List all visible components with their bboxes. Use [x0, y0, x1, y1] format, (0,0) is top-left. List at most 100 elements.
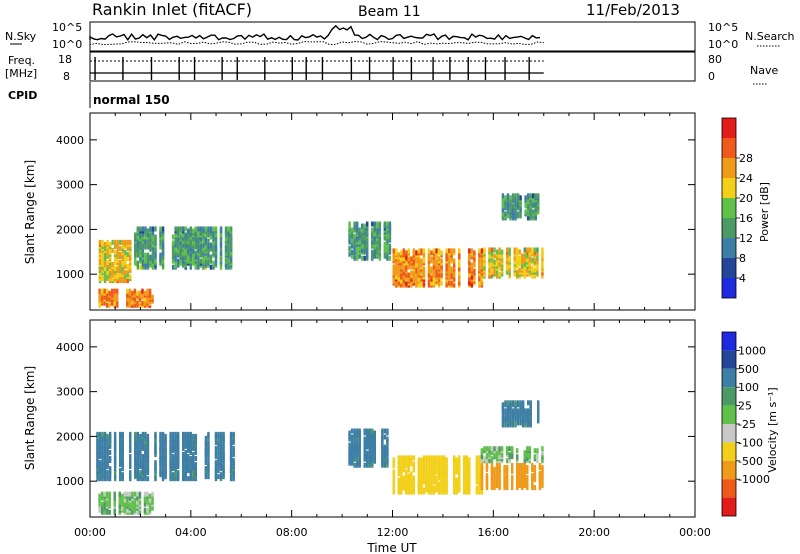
echo-cell — [442, 477, 446, 483]
echo-cell — [126, 239, 129, 245]
echo-cell — [430, 489, 433, 495]
echo-cell — [432, 455, 436, 461]
echo-cell — [143, 491, 147, 497]
echo-cell — [523, 462, 526, 468]
echo-cell — [219, 441, 223, 447]
echo-cell — [214, 431, 218, 437]
echo-cell — [116, 296, 119, 302]
echo-cell — [187, 431, 190, 437]
echo-cell — [488, 267, 491, 273]
velocity-colorbar-swatch — [722, 479, 736, 498]
echo-cell — [458, 276, 461, 282]
echo-cell — [101, 449, 104, 455]
echo-cell — [526, 247, 529, 253]
echo-cell — [415, 268, 418, 274]
echo-cell — [124, 270, 127, 276]
power-colorbar-swatch — [722, 278, 736, 298]
noise-right-label: N.Search — [745, 30, 795, 43]
echo-cell — [129, 460, 132, 466]
echo-cell — [159, 244, 162, 250]
echo-cell — [217, 474, 220, 480]
echo-cell — [192, 258, 195, 264]
echo-cell — [111, 288, 114, 294]
echo-cell — [378, 245, 382, 251]
echo-cell — [453, 276, 456, 282]
echo-cell — [528, 247, 532, 253]
echo-cell — [101, 239, 104, 245]
echo-cell — [118, 251, 122, 257]
echo-cell — [129, 474, 132, 480]
echo-cell — [219, 246, 223, 252]
echo-cell — [358, 253, 361, 259]
echo-cell — [151, 242, 155, 248]
echo-cell — [182, 443, 185, 449]
echo-cell — [521, 416, 525, 422]
echo-cell — [435, 479, 438, 485]
echo-cell — [463, 455, 466, 461]
echo-cell — [113, 260, 117, 266]
velocity-colorbar-swatch — [722, 497, 736, 516]
echo-cell — [386, 253, 389, 259]
echo-cell — [100, 501, 104, 507]
echo-cell — [103, 241, 107, 247]
echo-cell — [355, 428, 359, 434]
echo-cell — [518, 462, 521, 468]
velocity-colorbar-tick-label: 500 — [738, 363, 759, 376]
echo-cell — [133, 288, 137, 294]
echo-cell — [194, 254, 198, 260]
echo-cell — [458, 248, 461, 254]
echo-cell — [134, 447, 137, 453]
echo-cell — [478, 487, 481, 493]
echo-cell — [435, 465, 438, 471]
echo-cell — [402, 455, 405, 461]
echo-cell — [427, 278, 431, 284]
echo-cell — [141, 458, 145, 464]
echo-cell — [355, 456, 359, 462]
echo-cell — [505, 269, 509, 275]
time-axis: 00:00 04:00 08:00 12:00 16:00 20:00 00:00 — [74, 526, 711, 539]
echo-cell — [113, 454, 117, 460]
echo-cell — [509, 400, 512, 406]
echo-cell — [146, 252, 150, 258]
echo-cell — [531, 197, 535, 203]
echo-cell — [139, 437, 142, 443]
echo-cell — [541, 481, 544, 487]
echo-cell — [189, 468, 192, 474]
echo-cell — [437, 256, 441, 262]
echo-cell — [455, 457, 458, 463]
echo-cell — [144, 226, 147, 232]
echo-cell — [189, 238, 192, 244]
echo-cell — [432, 272, 436, 278]
echo-cell — [113, 435, 117, 441]
echo-cell — [458, 262, 461, 268]
echo-cell — [204, 458, 208, 464]
echo-cell — [182, 226, 185, 232]
echo-cell — [518, 477, 521, 483]
echo-cell — [447, 268, 451, 274]
echo-cell — [363, 462, 366, 468]
echo-cell — [353, 454, 356, 460]
echo-cell — [194, 456, 198, 462]
noise-panel: N.Sky 10^5 10^0 10^5 10^0 N.Search — [5, 21, 795, 52]
echo-cell — [504, 414, 507, 420]
echo-cell — [116, 257, 119, 263]
velocity-colorbar-tick-label: -1000 — [738, 473, 770, 486]
echo-cell — [533, 464, 537, 470]
echo-cell — [422, 258, 426, 264]
echo-cell — [381, 456, 384, 462]
echo-cell — [111, 262, 114, 268]
time-tick-label: 16:00 — [477, 526, 509, 539]
echo-cell — [154, 441, 157, 447]
echo-cell — [146, 497, 149, 503]
echo-cell — [171, 264, 175, 270]
echo-cell — [131, 501, 134, 507]
echo-cell — [129, 454, 132, 460]
echo-cell — [98, 288, 101, 294]
echo-cell — [184, 435, 187, 441]
echo-cell — [383, 434, 387, 440]
echo-cell — [192, 452, 195, 458]
echo-cell — [98, 302, 101, 308]
echo-cell — [490, 446, 494, 452]
echo-cell — [430, 455, 433, 461]
echo-cell — [358, 239, 361, 245]
